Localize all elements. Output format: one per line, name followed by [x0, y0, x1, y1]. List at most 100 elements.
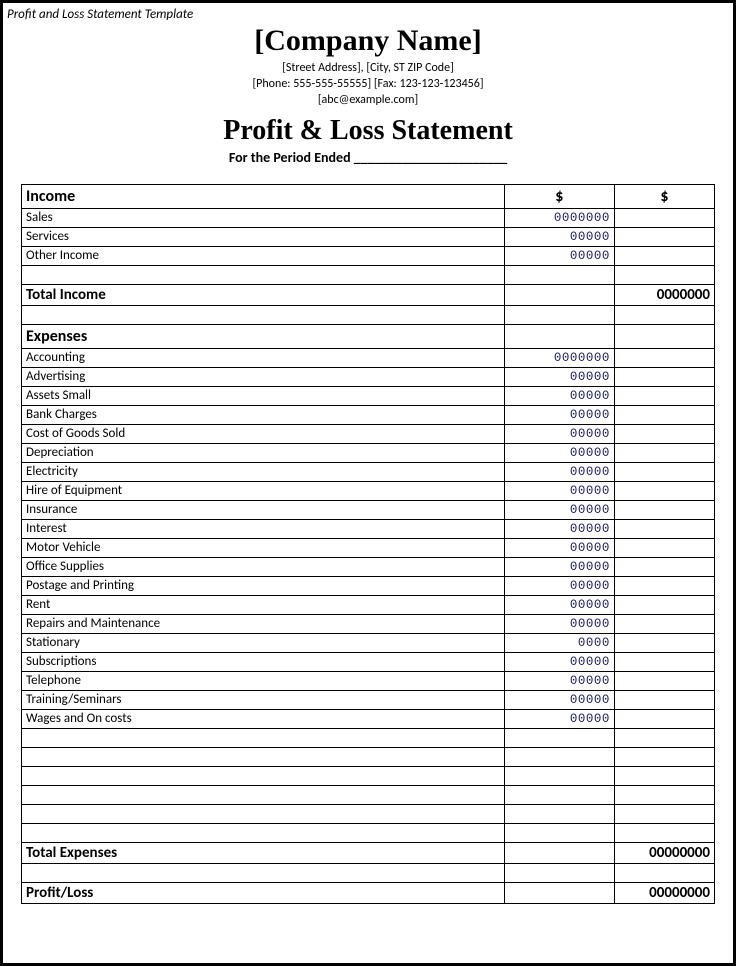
- expense-blank-2-value1: [504, 766, 614, 785]
- total-expenses-row: Total Expenses 00000000: [22, 842, 715, 863]
- expense-row-11-value2: [614, 557, 714, 576]
- expenses-heading-row: Expenses: [22, 324, 715, 348]
- expense-row-18-value2: [614, 690, 714, 709]
- expense-row-3-value2: [614, 405, 714, 424]
- expense-row-1-value1: 00000: [504, 367, 614, 386]
- expense-row-14-value2: [614, 614, 714, 633]
- expense-blank-5-value2: [614, 823, 714, 842]
- expense-blank-0-label: [22, 728, 505, 747]
- expense-row-3-value1: 00000: [504, 405, 614, 424]
- currency-col-2: $: [614, 184, 714, 208]
- expense-blank-1-label: [22, 747, 505, 766]
- gap-1-value1: [504, 305, 614, 324]
- expense-blank-5-value1: [504, 823, 614, 842]
- expense-row-5-value1: 00000: [504, 443, 614, 462]
- expense-row-5-value2: [614, 443, 714, 462]
- company-email: [abc@example.com]: [21, 92, 715, 108]
- total-income-row-value1: [504, 284, 614, 305]
- income-row-0-value2: [614, 208, 714, 227]
- expenses-heading-row-label: Expenses: [22, 324, 505, 348]
- gap-2-label: [22, 863, 505, 882]
- expense-row-13-value2: [614, 595, 714, 614]
- total-expenses-row-label: Total Expenses: [22, 842, 505, 863]
- expense-row-11-value1: 00000: [504, 557, 614, 576]
- expense-row-4-value1: 00000: [504, 424, 614, 443]
- expense-row-3: Bank Charges00000: [22, 405, 715, 424]
- expense-row-18-value1: 00000: [504, 690, 614, 709]
- income-row-2-label: Other Income: [22, 246, 505, 265]
- expense-row-8-value2: [614, 500, 714, 519]
- income-heading: Income: [22, 184, 505, 208]
- expense-row-17-label: Telephone: [22, 671, 505, 690]
- expenses-heading-row-value1: [504, 324, 614, 348]
- profit-loss-row-value1: [504, 882, 614, 903]
- income-row-0-value1: 0000000: [504, 208, 614, 227]
- expense-blank-0: [22, 728, 715, 747]
- profit-loss-row-value2: 00000000: [614, 882, 714, 903]
- income-spacer-value2: [614, 265, 714, 284]
- expense-blank-1-value1: [504, 747, 614, 766]
- total-income-row-value2: 0000000: [614, 284, 714, 305]
- expense-row-0-label: Accounting: [22, 348, 505, 367]
- expense-blank-1-value2: [614, 747, 714, 766]
- gap-1: [22, 305, 715, 324]
- gap-2-value1: [504, 863, 614, 882]
- expense-row-15: Stationary0000: [22, 633, 715, 652]
- expense-row-8-value1: 00000: [504, 500, 614, 519]
- expense-blank-4-label: [22, 804, 505, 823]
- expense-row-8-label: Insurance: [22, 500, 505, 519]
- income-heading-row: Income $ $: [22, 184, 715, 208]
- document-header: [Company Name] [Street Address], [City, …: [21, 24, 715, 166]
- company-contact: [Phone: 555-555-55555] [Fax: 123-123-123…: [21, 76, 715, 92]
- expense-row-13-label: Rent: [22, 595, 505, 614]
- expense-row-10-value2: [614, 538, 714, 557]
- expense-blank-2: [22, 766, 715, 785]
- income-spacer-value1: [504, 265, 614, 284]
- expense-row-8: Insurance00000: [22, 500, 715, 519]
- expense-row-14-label: Repairs and Maintenance: [22, 614, 505, 633]
- income-row-0-label: Sales: [22, 208, 505, 227]
- expense-blank-0-value1: [504, 728, 614, 747]
- income-row-1-value2: [614, 227, 714, 246]
- document-label: Profit and Loss Statement Template: [7, 7, 715, 22]
- expense-row-0: Accounting0000000: [22, 348, 715, 367]
- expense-row-9-value2: [614, 519, 714, 538]
- gap-1-value2: [614, 305, 714, 324]
- expense-row-12: Postage and Printing00000: [22, 576, 715, 595]
- expense-row-12-value1: 00000: [504, 576, 614, 595]
- statement-table: Income $ $ Sales0000000Services00000Othe…: [21, 184, 715, 904]
- expense-row-16-label: Subscriptions: [22, 652, 505, 671]
- gap-2: [22, 863, 715, 882]
- gap-1-label: [22, 305, 505, 324]
- profit-loss-row-label: Profit/Loss: [22, 882, 505, 903]
- expense-row-16-value2: [614, 652, 714, 671]
- total-expenses-row-value2: 00000000: [614, 842, 714, 863]
- income-row-2-value1: 00000: [504, 246, 614, 265]
- income-row-1-label: Services: [22, 227, 505, 246]
- expense-blank-5: [22, 823, 715, 842]
- expense-row-19-value1: 00000: [504, 709, 614, 728]
- expense-row-13-value1: 00000: [504, 595, 614, 614]
- gap-2-value2: [614, 863, 714, 882]
- income-row-2: Other Income00000: [22, 246, 715, 265]
- expense-row-11-label: Office Supplies: [22, 557, 505, 576]
- expense-row-11: Office Supplies00000: [22, 557, 715, 576]
- total-income-row-label: Total Income: [22, 284, 505, 305]
- expense-row-17: Telephone00000: [22, 671, 715, 690]
- income-row-1: Services00000: [22, 227, 715, 246]
- expense-blank-4-value1: [504, 804, 614, 823]
- expense-row-9-value1: 00000: [504, 519, 614, 538]
- expense-blank-1: [22, 747, 715, 766]
- expense-row-18: Training/Seminars00000: [22, 690, 715, 709]
- expense-row-14-value1: 00000: [504, 614, 614, 633]
- expense-row-4: Cost of Goods Sold00000: [22, 424, 715, 443]
- expense-row-13: Rent00000: [22, 595, 715, 614]
- expense-row-6-value2: [614, 462, 714, 481]
- income-row-0: Sales0000000: [22, 208, 715, 227]
- expense-row-2-value1: 00000: [504, 386, 614, 405]
- currency-col-1: $: [504, 184, 614, 208]
- statement-title: Profit & Loss Statement: [21, 115, 715, 147]
- expense-blank-2-label: [22, 766, 505, 785]
- expense-row-4-value2: [614, 424, 714, 443]
- expense-blank-3-label: [22, 785, 505, 804]
